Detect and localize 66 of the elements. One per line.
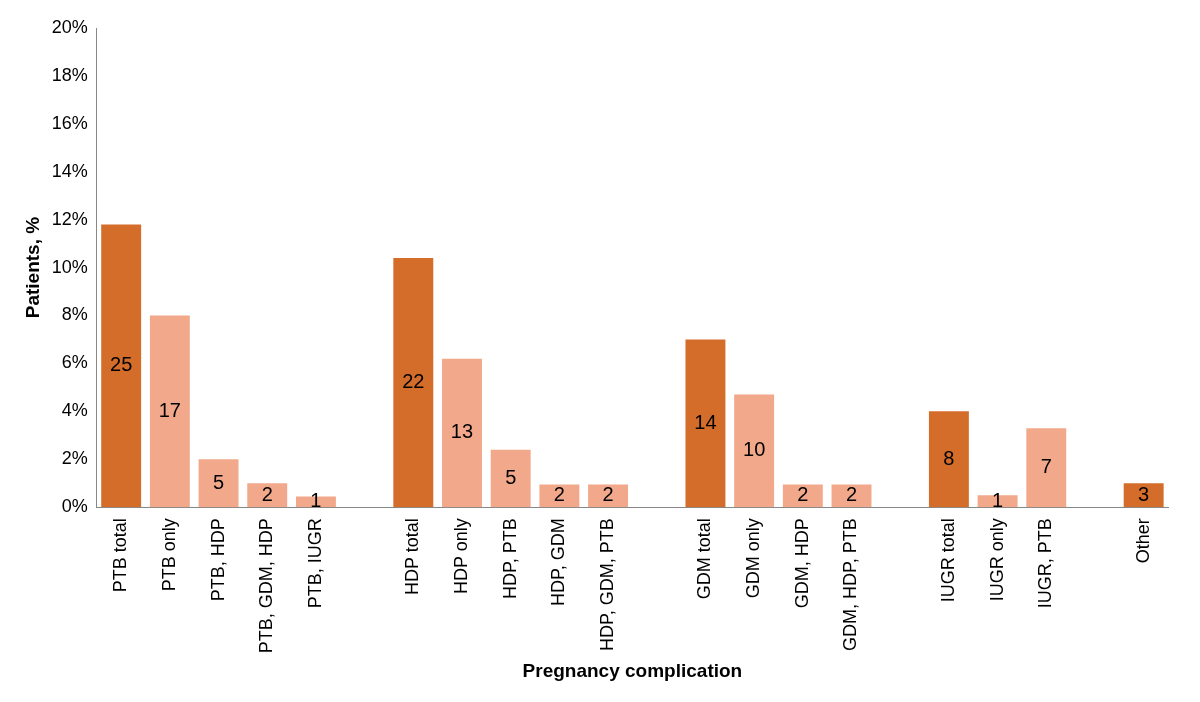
- x-tick-label: PTB, HDP: [207, 518, 228, 602]
- x-tick-label: Other: [1132, 518, 1153, 564]
- y-tick-label: 18%: [51, 64, 88, 85]
- annotation: 13: [450, 420, 474, 443]
- bar: [490, 449, 531, 508]
- annotation: 2: [553, 483, 565, 506]
- bar: [539, 484, 580, 508]
- bar: [588, 484, 629, 508]
- x-tick-label: GDM total: [694, 518, 715, 600]
- annotation: 22: [402, 370, 425, 393]
- y-tick-label: 4%: [61, 400, 88, 421]
- bar: [198, 459, 239, 508]
- annotation: 1: [992, 488, 1004, 511]
- annotation: 17: [158, 398, 181, 421]
- y-tick-label: 20%: [51, 16, 88, 37]
- bar: [1026, 428, 1067, 508]
- x-tick-label: IUGR only: [986, 518, 1007, 602]
- x-tick-label: PTB only: [158, 518, 179, 592]
- annotation: 8: [943, 446, 955, 469]
- bar: [685, 339, 726, 508]
- x-tick-label: IUGR, PTB: [1035, 518, 1056, 609]
- x-tick-label: PTB, IUGR: [304, 518, 325, 609]
- bar: [928, 411, 969, 508]
- y-tick-label: 16%: [51, 112, 88, 133]
- annotation: 5: [212, 470, 225, 493]
- y-axis-title: Patients, %: [21, 216, 43, 319]
- x-tick-label: GDM, HDP, PTB: [840, 518, 861, 651]
- x-tick-label: PTB total: [110, 518, 131, 593]
- annotation: 10: [743, 438, 766, 461]
- x-tick-label: HDP, GDM: [548, 518, 569, 606]
- x-tick-label: GDM, HDP: [791, 518, 812, 609]
- annotation: 2: [602, 483, 614, 506]
- annotation: 2: [797, 483, 809, 506]
- bar: [734, 394, 775, 508]
- annotation: 2: [845, 483, 858, 506]
- bar: [247, 483, 288, 508]
- bar: [831, 484, 872, 508]
- x-tick-label: HDP, GDM, PTB: [597, 518, 618, 651]
- annotation: 1: [310, 489, 322, 512]
- bar: [782, 484, 823, 508]
- bar: [149, 315, 190, 508]
- annotation: 7: [1040, 455, 1052, 478]
- bar: [393, 258, 434, 508]
- x-tick-label: PTB, GDM, HDP: [256, 518, 277, 654]
- bar: [977, 495, 1018, 508]
- x-tick-label: IUGR total: [937, 518, 958, 603]
- x-tick-label: HDP total: [402, 518, 423, 595]
- y-tick-label: 12%: [51, 208, 88, 229]
- y-tick-label: 6%: [61, 352, 88, 373]
- annotation: 3: [1138, 482, 1150, 505]
- x-tick-label: GDM only: [743, 518, 764, 599]
- y-tick-label: 14%: [51, 160, 88, 181]
- bar: [101, 224, 142, 508]
- bar: [1123, 483, 1164, 508]
- y-tick-label: 8%: [61, 304, 88, 325]
- annotation: 14: [694, 410, 717, 433]
- annotation: 2: [261, 482, 273, 505]
- x-tick-label: HDP only: [450, 518, 471, 594]
- annotation: 5: [505, 465, 517, 488]
- y-tick-label: 0%: [61, 496, 88, 517]
- y-tick-label: 2%: [61, 448, 88, 469]
- annotation: 25: [110, 353, 133, 376]
- x-axis-title: Pregnancy complication: [522, 659, 743, 681]
- x-tick-label: HDP, PTB: [499, 518, 520, 599]
- bar: [442, 358, 482, 508]
- y-tick-label: 10%: [51, 256, 88, 277]
